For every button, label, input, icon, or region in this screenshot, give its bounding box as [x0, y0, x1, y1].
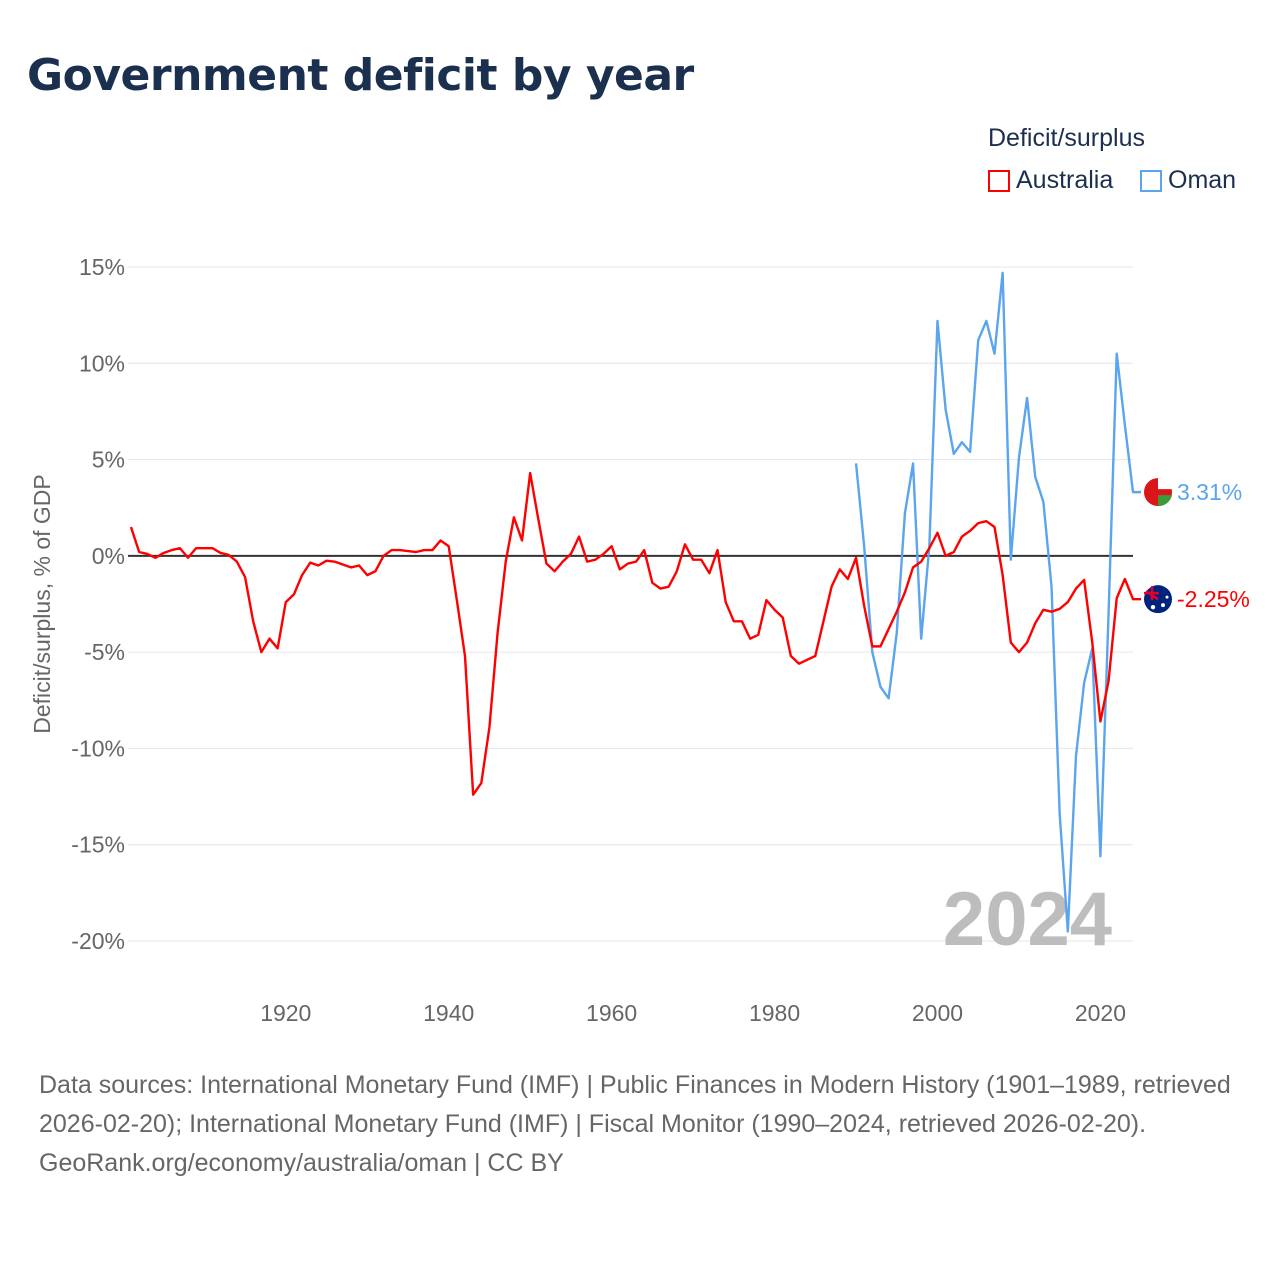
y-tick-label: -15% [71, 832, 125, 858]
y-tick-label: 5% [92, 447, 125, 473]
y-tick-label: 10% [79, 350, 125, 376]
australia-flag-star [1150, 604, 1156, 610]
australia-flag-star [1165, 595, 1169, 599]
legend-label: Australia [1016, 166, 1114, 194]
y-tick-label: 15% [79, 254, 125, 280]
legend-item-oman[interactable]: Oman [1140, 166, 1236, 195]
legend-swatch-australia [988, 169, 1010, 192]
australia-flag-cross [1144, 586, 1159, 601]
australia-flag-star [1161, 603, 1165, 608]
x-tick-label: 2000 [912, 1000, 963, 1026]
legend-item-australia[interactable]: Australia [988, 166, 1113, 195]
y-tick-label: -10% [71, 735, 125, 761]
y-tick-label: -5% [84, 639, 125, 665]
plot-area: 15% 10% 5% 0% -5% -10% -15% -20% 1920 1940 1960 198… [29, 254, 1250, 1026]
x-tick-label: 1920 [260, 1000, 311, 1026]
x-tick-label: 1940 [423, 1000, 474, 1026]
credit-link[interactable]: GeoRank.org/economy/australia/oman | CC … [39, 1149, 564, 1177]
x-tick-label: 2020 [1075, 1000, 1126, 1026]
oman-flag-green [1158, 495, 1172, 507]
series-line-australia [129, 471, 1141, 796]
year-watermark: 2024 [943, 877, 1112, 962]
end-value-label-australia: -2.25% [1177, 586, 1250, 612]
legend-label: Oman [1168, 166, 1237, 194]
data-sources: Data sources: International Monetary Fun… [39, 1071, 1231, 1138]
series-line-oman [854, 271, 1141, 933]
x-tick-label: 1960 [586, 1000, 637, 1026]
end-value-label-oman: 3.31% [1177, 479, 1242, 505]
oman-flag-white [1158, 478, 1172, 490]
legend-title: Deficit/surplus [988, 124, 1145, 152]
chart-title: Government deficit by year [27, 50, 694, 101]
legend-swatch-oman [1140, 169, 1162, 192]
x-tick-label: 1980 [749, 1000, 800, 1026]
footer: Data sources: International Monetary Fun… [39, 1066, 1239, 1183]
y-tick-label: 0% [92, 543, 125, 569]
y-axis-label: Deficit/surplus, % of GDP [29, 474, 55, 733]
y-tick-label: -20% [71, 928, 125, 954]
